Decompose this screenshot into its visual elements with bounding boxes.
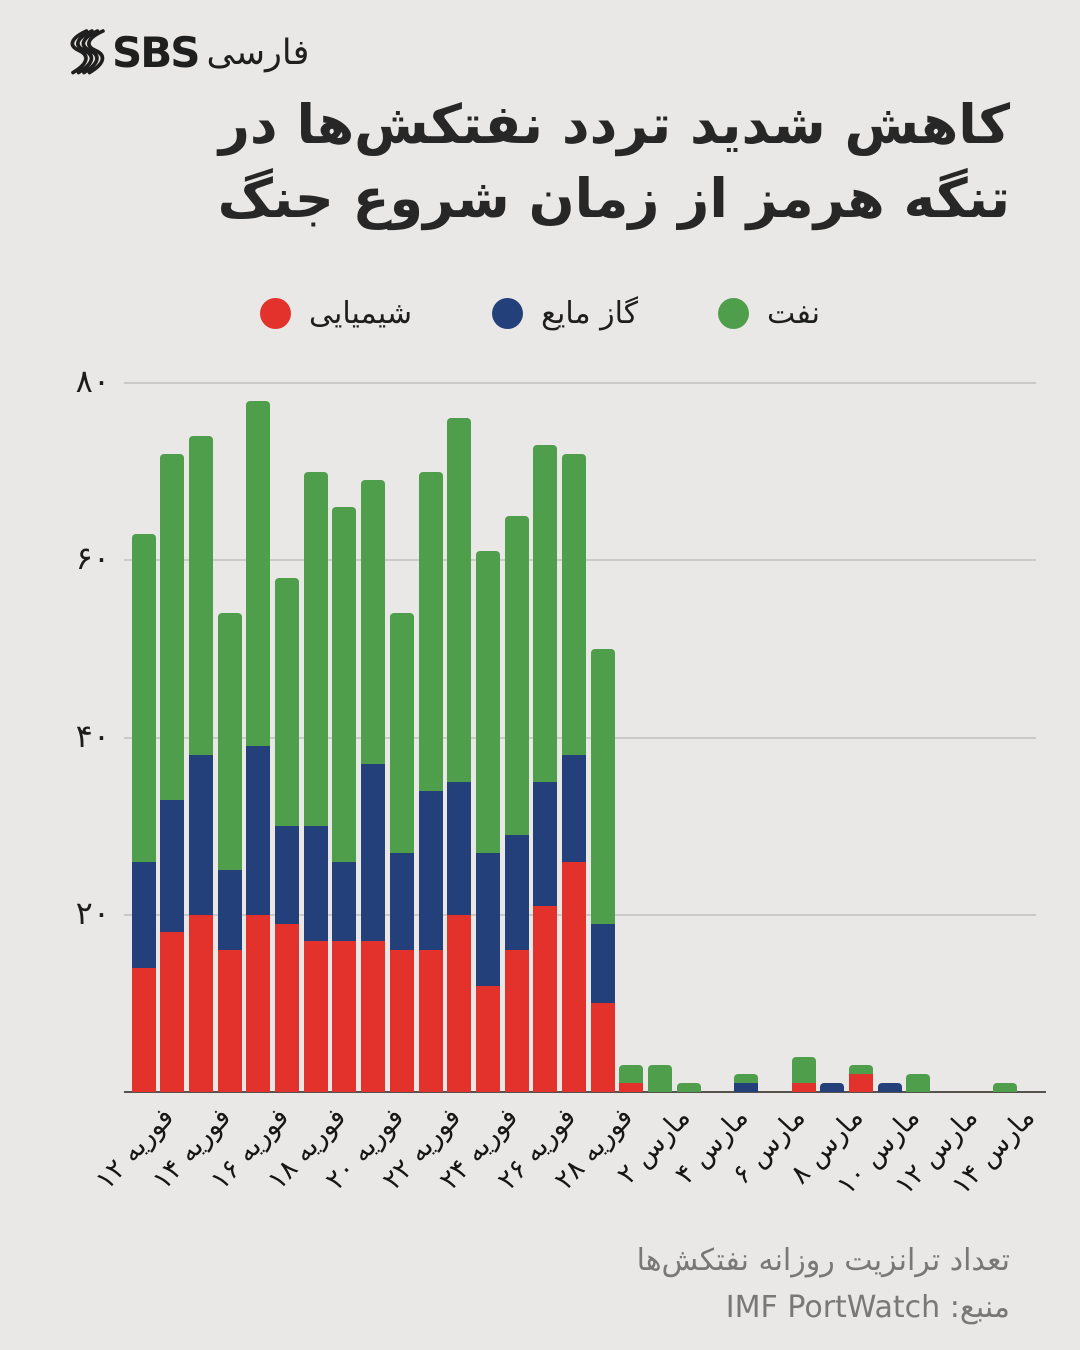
bar-segment-chemical: [590, 1003, 615, 1092]
legend-item-lpg: گاز مایع: [492, 296, 638, 331]
bar-segment-lpg: [160, 799, 185, 933]
bar-segment-chemical: [447, 914, 472, 1092]
bar-segment-oil: [475, 551, 500, 853]
bar-segment-oil: [791, 1056, 816, 1084]
bar-segment-chemical: [188, 914, 213, 1092]
bar-segment-lpg: [590, 923, 615, 1004]
bar-segment-chemical: [361, 941, 386, 1092]
legend-dot-oil: [718, 298, 750, 329]
legend-label-lpg: گاز مایع: [541, 296, 639, 331]
bar-segment-oil: [533, 445, 558, 782]
bar-segment-lpg: [562, 755, 586, 862]
bar-segment-oil: [906, 1074, 931, 1092]
y-tick-label: ۶۰: [75, 539, 110, 578]
bar-segment-lpg: [275, 826, 299, 924]
bar-segment-lpg: [188, 755, 213, 915]
bar-segment-lpg: [131, 861, 156, 968]
bar-segment-chemical: [418, 950, 443, 1092]
bar-segment-oil: [504, 515, 529, 835]
bar-segment-oil: [734, 1074, 759, 1084]
bar-segment-chemical: [562, 861, 586, 1092]
bar-segment-oil: [418, 471, 443, 791]
legend-dot-lpg: [492, 298, 524, 329]
bar-segment-lpg: [820, 1083, 845, 1092]
bar-segment-lpg: [504, 834, 529, 951]
bar-segment-lpg: [217, 870, 242, 951]
bar-segment-chemical: [217, 950, 242, 1092]
bar-segment-lpg: [332, 861, 357, 942]
bar-segment-chemical: [475, 985, 500, 1092]
bar-segment-oil: [361, 480, 386, 765]
bar-segment-oil: [303, 471, 328, 827]
bar-segment-chemical: [533, 905, 558, 1092]
bar-segment-lpg: [246, 746, 271, 915]
bar-segment-oil: [676, 1083, 701, 1092]
chart-footer: تعداد ترانزیت روزانه نفتکش‌ها منبع: IMF …: [637, 1238, 1010, 1331]
y-tick-label: ۲۰: [75, 893, 110, 932]
bar-segment-chemical: [791, 1083, 816, 1092]
legend-item-oil: نفت: [718, 296, 820, 331]
bar-segment-oil: [131, 533, 156, 862]
bar-segment-oil: [389, 613, 414, 853]
bar-segment-chemical: [246, 914, 271, 1092]
chart-title-line2: تنگه هرمز از زمان شروع جنگ: [217, 166, 1010, 230]
brand-language-label: فارسی: [206, 32, 310, 73]
bar-segment-oil: [992, 1083, 1017, 1092]
bar-segment-chemical: [275, 923, 299, 1092]
bar-segment-oil: [562, 453, 586, 756]
bar-segment-oil: [275, 577, 299, 827]
bar-segment-lpg: [361, 764, 386, 942]
legend-dot-chemical: [259, 298, 291, 329]
chart-title-line1: کاهش شدید تردد نفتکش‌ها در: [218, 93, 1010, 156]
bar-segment-lpg: [877, 1083, 902, 1092]
bar-segment-lpg: [475, 852, 500, 986]
legend-item-chemical: شیمیایی: [259, 296, 413, 331]
bar-segment-oil: [332, 507, 357, 862]
y-tick-label: ۴۰: [75, 716, 110, 755]
bar-segment-oil: [217, 613, 242, 871]
bar-segment-lpg: [418, 790, 443, 951]
bar-segment-chemical: [131, 967, 156, 1092]
bar-segment-chemical: [849, 1074, 873, 1092]
bar-segment-lpg: [447, 781, 472, 915]
bar-segment-chemical: [619, 1083, 644, 1092]
y-tick-label: ۸۰: [75, 362, 110, 400]
bar-segment-chemical: [389, 950, 414, 1092]
bar-segment-oil: [590, 648, 615, 924]
bar-segment-oil: [188, 436, 213, 756]
bar-segment-lpg: [734, 1083, 759, 1092]
bar-segment-oil: [160, 453, 185, 800]
bar-segment-chemical: [332, 941, 357, 1092]
bar-segment-lpg: [389, 852, 414, 951]
source-note: منبع: IMF PortWatch: [725, 1289, 1010, 1325]
bar-segment-chemical: [160, 932, 185, 1092]
x-axis-line: [124, 1091, 1046, 1093]
bar-segment-oil: [648, 1065, 673, 1092]
bar-segment-lpg: [303, 826, 328, 942]
sbs-wordmark: SBS: [112, 28, 201, 77]
sbs-logo: SBS فارسی: [62, 28, 313, 77]
bar-segment-lpg: [533, 781, 558, 906]
axis-note: تعداد ترانزیت روزانه نفتکش‌ها: [636, 1243, 1010, 1278]
legend-label-chemical: شیمیایی: [308, 296, 413, 331]
gridline: [124, 382, 1036, 384]
bar-segment-oil: [447, 418, 472, 782]
chart-legend: شیمیایی گاز مایع نفت: [0, 296, 1080, 331]
legend-label-oil: نفت: [767, 296, 821, 331]
bar-segment-chemical: [303, 941, 328, 1092]
chart-title: کاهش شدید تردد نفتکش‌ها در تنگه هرمز از …: [218, 88, 1010, 236]
bar-segment-oil: [246, 400, 271, 747]
bar-segment-oil: [849, 1065, 873, 1075]
bar-segment-chemical: [504, 950, 529, 1092]
bar-segment-oil: [619, 1065, 644, 1084]
sbs-mercator-icon: [70, 28, 105, 74]
